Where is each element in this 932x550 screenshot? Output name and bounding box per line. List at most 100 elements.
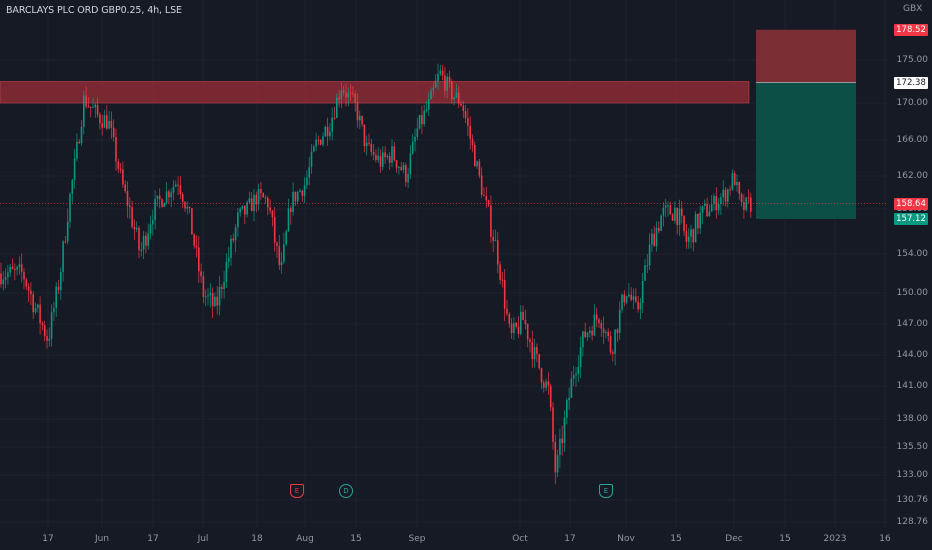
candle-body [552, 407, 554, 442]
candle-body [727, 189, 729, 202]
candle-body [149, 224, 152, 234]
candle-body [582, 331, 584, 348]
candle-body [315, 139, 317, 147]
candle-body [255, 194, 258, 205]
candle-body [283, 244, 285, 262]
candle-body [618, 309, 621, 333]
resistance-zone[interactable] [0, 81, 750, 104]
candle-body [414, 136, 416, 142]
candle-body [131, 207, 133, 227]
candle-body [246, 202, 248, 215]
candle-body [225, 261, 228, 282]
candle-body [487, 200, 490, 206]
candle-body [710, 204, 713, 212]
earnings-marker-icon[interactable]: E [599, 484, 613, 498]
candle-body [694, 213, 697, 243]
candle-body [89, 106, 92, 108]
candle-body [687, 236, 690, 242]
candle-body [653, 233, 655, 247]
price-tick-label: 133.00 [896, 470, 929, 480]
candle-body [147, 233, 149, 246]
candle-body [692, 229, 695, 243]
candle-body [494, 240, 497, 242]
price-tick-label: 175.00 [896, 55, 929, 65]
candle-body [202, 276, 205, 297]
time-tick-label: Jun [94, 534, 110, 544]
candle-body [359, 115, 361, 121]
candle-body [713, 195, 715, 205]
candle-body [7, 272, 9, 278]
time-tick-label: 15 [779, 534, 791, 544]
candle-body [129, 205, 131, 208]
candle-body [138, 227, 140, 251]
candle-body [503, 279, 506, 309]
candle-body [678, 208, 681, 225]
candle-body [142, 235, 145, 250]
candle-body [317, 139, 320, 141]
candle-body [547, 381, 550, 386]
price-tag: 157.12 [894, 212, 928, 225]
candle-body [301, 190, 304, 196]
candle-body [85, 95, 87, 107]
short-position-tool[interactable] [756, 29, 856, 219]
candle-body [708, 211, 711, 216]
price-tick-label: 130.76 [896, 495, 929, 505]
candle-body [276, 242, 278, 246]
candle-body [41, 323, 44, 326]
stop-loss-zone[interactable] [756, 29, 856, 83]
candle-body [418, 115, 421, 129]
candle-body [115, 136, 117, 162]
price-tick-label: 170.00 [896, 98, 929, 108]
candle-body [648, 244, 651, 266]
candle-body [676, 207, 678, 225]
candle-body [614, 329, 616, 354]
candle-body [69, 193, 71, 222]
candle-body [108, 121, 110, 129]
candle-body [296, 191, 299, 202]
candle-body [623, 294, 626, 303]
dividend-marker-icon[interactable]: D [339, 484, 353, 498]
candle-body [545, 381, 547, 388]
candle-body [106, 115, 108, 129]
price-tick-label: 144.00 [896, 350, 929, 360]
candle-body [170, 192, 172, 198]
earnings-marker-icon[interactable]: E [290, 484, 304, 498]
time-tick-label: 16 [879, 534, 891, 544]
candle-body [543, 382, 545, 388]
candle-body [747, 197, 750, 199]
candle-body [524, 320, 527, 325]
candle-body [664, 205, 667, 208]
candle-body [448, 76, 451, 82]
candle-body [2, 279, 5, 285]
candle-body [329, 131, 331, 137]
candle-body [278, 245, 281, 266]
candle-body [340, 90, 343, 100]
candle-body [630, 294, 632, 301]
candle-body [595, 314, 598, 320]
candle-body [377, 155, 379, 160]
candle-body [221, 286, 223, 289]
candle-body [478, 161, 481, 176]
candle-body [584, 331, 586, 338]
candle-body [411, 141, 414, 154]
candle-body [152, 220, 154, 225]
symbol-title[interactable]: BARCLAYS PLC ORD GBP0.25, 4h, LSE [6, 5, 182, 16]
candle-body [669, 205, 672, 215]
candle-body [96, 104, 99, 115]
candle-body [181, 194, 184, 202]
candle-body [331, 117, 333, 132]
candle-body [706, 203, 708, 216]
candle-body [25, 279, 28, 287]
candle-body [23, 271, 25, 280]
candle-body [193, 234, 195, 246]
candle-body [591, 330, 593, 336]
candle-body [280, 261, 283, 266]
candle-body [4, 277, 7, 280]
take-profit-zone[interactable] [756, 82, 856, 219]
candle-body [363, 124, 366, 147]
candle-body [216, 296, 218, 306]
candle-body [37, 304, 39, 308]
candle-body [71, 179, 74, 194]
time-tick-label: Aug [296, 534, 314, 544]
